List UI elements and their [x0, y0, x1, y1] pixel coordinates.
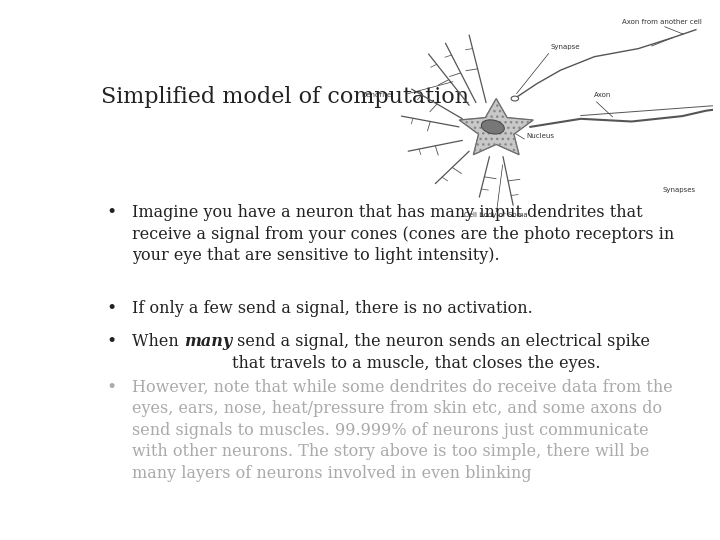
Text: Nucleus: Nucleus	[527, 133, 554, 139]
Text: many: many	[184, 333, 232, 350]
Text: When: When	[132, 333, 184, 350]
Text: However, note that while some dendrites do receive data from the
eyes, ears, nos: However, note that while some dendrites …	[132, 379, 672, 482]
Text: •: •	[107, 333, 117, 350]
Text: Cell body or Soma: Cell body or Soma	[464, 212, 528, 218]
Text: Axon: Axon	[595, 92, 612, 98]
Text: •: •	[107, 204, 117, 221]
Text: Dendrite: Dendrite	[361, 92, 392, 98]
Ellipse shape	[511, 96, 518, 101]
Text: Synapses: Synapses	[662, 187, 696, 193]
Text: •: •	[107, 379, 117, 396]
Ellipse shape	[482, 120, 504, 134]
Text: send a signal, the neuron sends an electrical spike
that travels to a muscle, th: send a signal, the neuron sends an elect…	[232, 333, 650, 372]
Text: Axon from another cell: Axon from another cell	[622, 19, 702, 25]
Text: Imagine you have a neuron that has many input dendrites that
receive a signal fr: Imagine you have a neuron that has many …	[132, 204, 674, 264]
Text: Simplified model of computation: Simplified model of computation	[101, 85, 469, 107]
Text: •: •	[107, 300, 117, 317]
Text: If only a few send a signal, there is no activation.: If only a few send a signal, there is no…	[132, 300, 533, 317]
Polygon shape	[459, 99, 534, 155]
Text: Synapse: Synapse	[550, 44, 580, 50]
